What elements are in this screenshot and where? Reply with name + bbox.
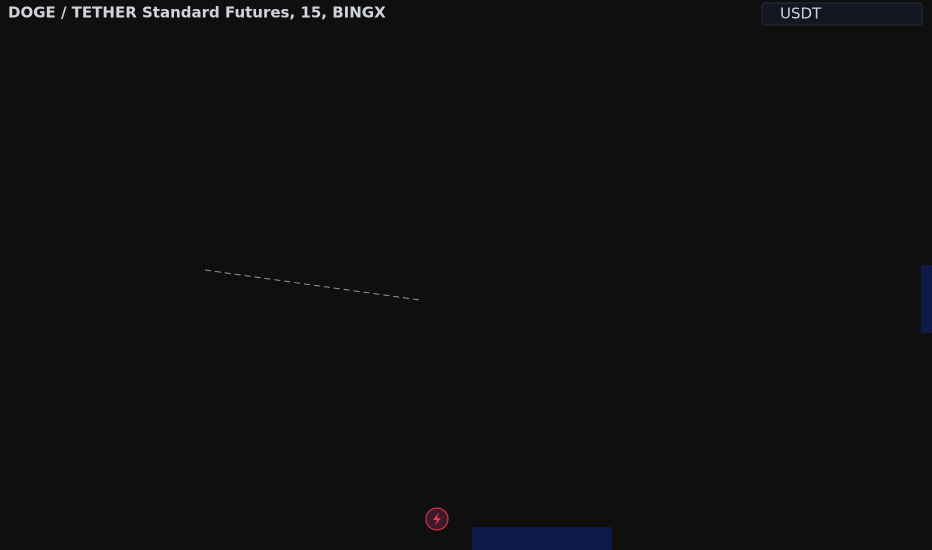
currency-button[interactable] bbox=[761, 2, 923, 26]
bottom-panel bbox=[472, 527, 612, 550]
alert-icon-bolt bbox=[433, 512, 441, 526]
chart-title: DOGE / TETHER Standard Futures, 15, BING… bbox=[8, 4, 386, 22]
currency[interactable]: USDT bbox=[780, 5, 822, 23]
side-panel bbox=[921, 265, 932, 333]
trend-line bbox=[204, 269, 421, 301]
